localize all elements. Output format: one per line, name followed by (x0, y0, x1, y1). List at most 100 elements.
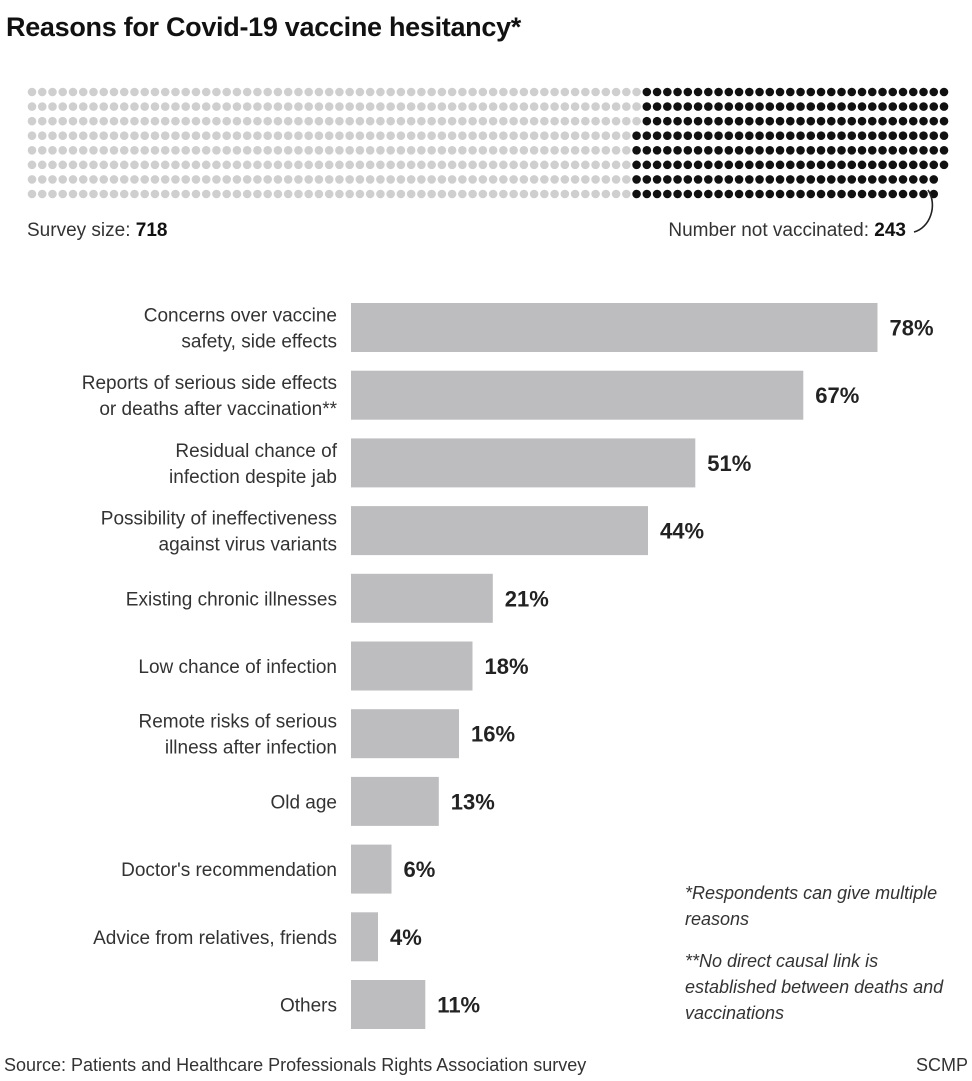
survey-dot (724, 160, 734, 170)
survey-dot (345, 116, 354, 126)
survey-dot (468, 160, 477, 170)
survey-dot (919, 116, 928, 126)
survey-dot (253, 116, 262, 126)
survey-dot (550, 131, 559, 141)
survey-dot (499, 145, 508, 155)
survey-dot (458, 87, 467, 97)
survey-dot (417, 131, 426, 141)
survey-dot (130, 116, 139, 126)
survey-dot (68, 160, 78, 170)
survey-dot (724, 116, 734, 126)
survey-dot (704, 145, 713, 155)
survey-dot (48, 189, 57, 199)
survey-dot (499, 175, 508, 184)
survey-dot (222, 102, 231, 111)
survey-dot (294, 102, 303, 111)
survey-dot (550, 160, 559, 170)
survey-dot (304, 175, 313, 184)
survey-dot (509, 116, 518, 126)
survey-dot (37, 131, 47, 141)
survey-dot (273, 102, 283, 111)
survey-dot (509, 87, 518, 97)
survey-dot (663, 189, 672, 199)
survey-dot (622, 131, 631, 141)
survey-dot (765, 145, 775, 155)
survey-dot (867, 145, 877, 155)
survey-dot (683, 189, 693, 199)
survey-dot (78, 116, 88, 126)
survey-dot (201, 175, 211, 184)
survey-dot (314, 160, 324, 170)
survey-dot (478, 145, 488, 155)
survey-dot (673, 116, 682, 126)
survey-dot (878, 116, 887, 126)
survey-dot (898, 145, 908, 155)
survey-dot (581, 102, 590, 111)
survey-dot (314, 189, 324, 199)
survey-dot (816, 189, 826, 199)
survey-dot (89, 160, 98, 170)
survey-dot (386, 102, 395, 111)
survey-dot (642, 87, 652, 97)
survey-dot (150, 116, 160, 126)
survey-dot (89, 116, 98, 126)
survey-dot (119, 189, 129, 199)
survey-dot (273, 189, 283, 199)
survey-dot (529, 131, 539, 141)
survey-dot (376, 160, 385, 170)
bar (351, 844, 392, 894)
survey-dot (99, 131, 109, 141)
survey-dot (222, 175, 231, 184)
survey-dot (427, 131, 436, 141)
survey-dot (345, 145, 354, 155)
survey-dot (191, 175, 201, 184)
survey-dot (58, 87, 68, 97)
survey-dot (939, 87, 949, 97)
category-label-line: Residual chance of (175, 441, 337, 462)
survey-dot (673, 189, 682, 199)
survey-dot (693, 175, 703, 184)
survey-dot (99, 102, 109, 111)
survey-dot (704, 160, 713, 170)
survey-dot (109, 102, 119, 111)
survey-dot (447, 131, 457, 141)
survey-dot (314, 87, 324, 97)
survey-dot (324, 160, 334, 170)
survey-dot (437, 160, 447, 170)
survey-dot (68, 102, 78, 111)
survey-dot (427, 116, 436, 126)
survey-dot (376, 131, 385, 141)
survey-dot (837, 175, 846, 184)
survey-dot (396, 116, 406, 126)
survey-dot (212, 145, 221, 155)
footnote-causal-link: **No direct causal link is established b… (685, 951, 944, 1023)
survey-dot (847, 189, 857, 199)
bar (351, 303, 878, 352)
survey-dot (622, 175, 631, 184)
survey-dot (652, 102, 662, 111)
survey-dot (775, 87, 785, 97)
survey-dot (673, 145, 682, 155)
survey-dot (78, 175, 88, 184)
survey-dot (160, 131, 170, 141)
survey-dot (181, 87, 191, 97)
category-label-line: against virus variants (159, 535, 337, 556)
survey-dot (263, 175, 272, 184)
survey-dot (427, 102, 436, 111)
survey-dot (601, 116, 611, 126)
survey-dot (529, 189, 539, 199)
survey-dot (150, 87, 160, 97)
category-label-line: Remote risks of serious (138, 712, 337, 733)
survey-dot (386, 131, 395, 141)
bar-value-label: 16% (471, 722, 515, 747)
survey-dot (611, 102, 621, 111)
survey-dot (478, 116, 488, 126)
survey-dot (150, 102, 160, 111)
survey-dot (857, 116, 867, 126)
survey-dot (632, 87, 641, 97)
survey-dot (714, 87, 723, 97)
survey-dot (570, 175, 580, 184)
survey-dot (283, 189, 293, 199)
survey-dot (263, 116, 272, 126)
survey-dot (181, 160, 191, 170)
